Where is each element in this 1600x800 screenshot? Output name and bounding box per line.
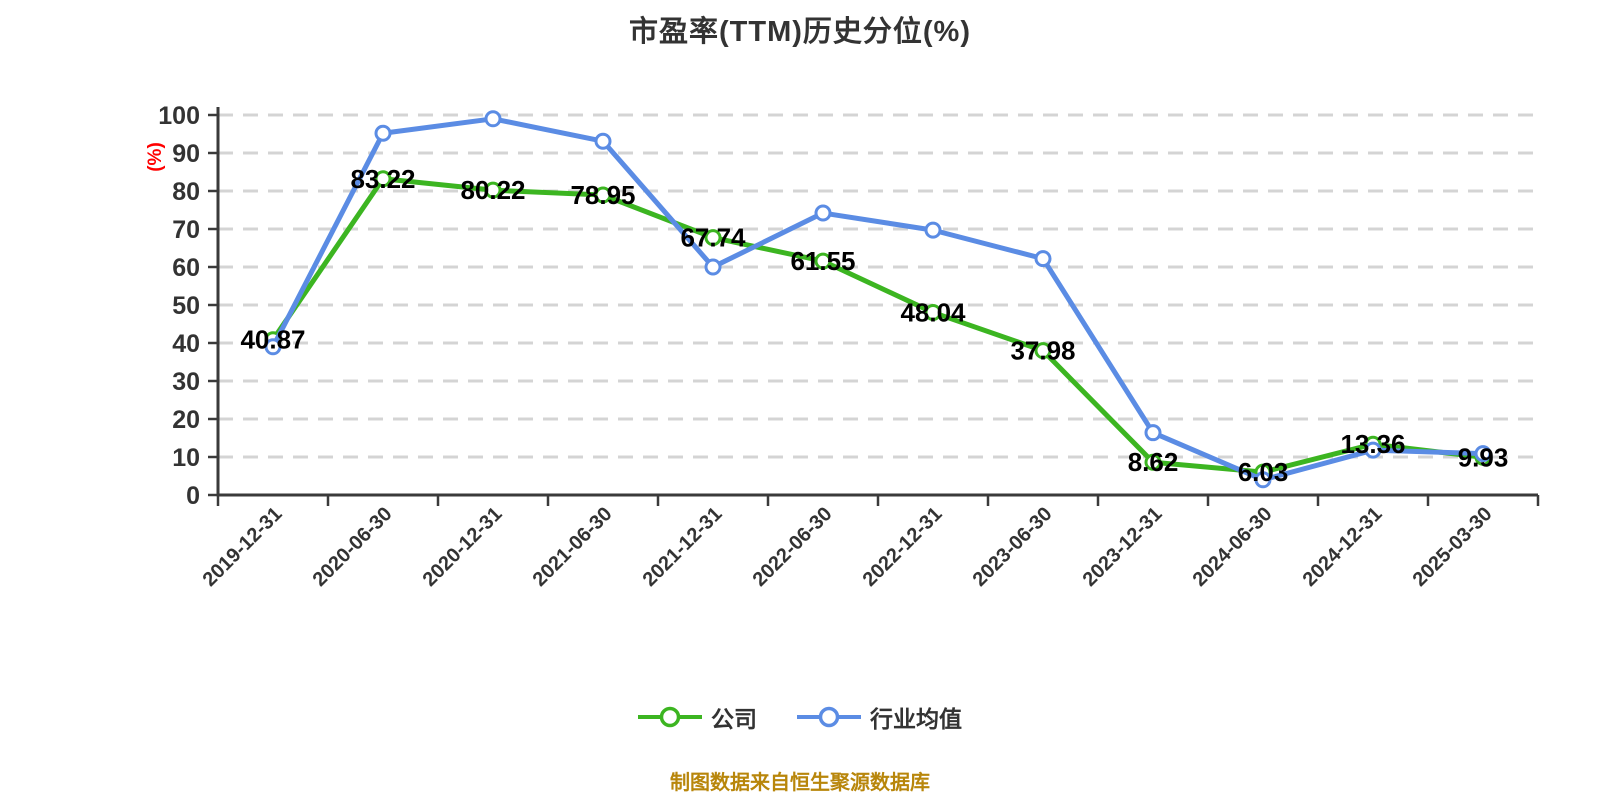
data-point-industry-average[interactable] <box>924 221 942 239</box>
x-tick-label: 2024-12-31 <box>1299 503 1387 591</box>
x-tick-label: 2022-12-31 <box>859 503 947 591</box>
legend-line-marker-company-icon <box>638 706 702 728</box>
chart-title: 市盈率(TTM)历史分位(%) <box>628 16 971 48</box>
data-point-company[interactable] <box>1034 342 1052 360</box>
series-line-company <box>270 176 1486 475</box>
x-tick-label: 2022-06-30 <box>749 503 837 591</box>
data-point-label: 67.74 <box>680 223 746 253</box>
data-point-label: 78.95 <box>570 180 635 210</box>
data-point-industry-average[interactable] <box>264 338 282 356</box>
data-point-industry-average[interactable] <box>594 132 612 150</box>
y-tick-label: 40 <box>172 330 200 358</box>
x-tick-label: 2023-12-31 <box>1079 503 1167 591</box>
data-point-company[interactable] <box>1144 453 1162 471</box>
y-tick-label: 100 <box>158 102 200 130</box>
data-point-label: 37.98 <box>1010 336 1075 366</box>
x-tick-label: 2020-12-31 <box>419 503 507 591</box>
legend-item-industry-average[interactable]: 行业均值 <box>797 700 962 734</box>
data-point-industry-average[interactable] <box>1254 471 1272 489</box>
data-point-company[interactable] <box>374 170 392 188</box>
y-tick-label: 60 <box>172 254 200 282</box>
data-point-label: 6.03 <box>1238 457 1289 487</box>
y-tick-label: 0 <box>186 482 200 510</box>
x-tick-label: 2025-03-30 <box>1409 503 1497 591</box>
data-point-industry-average[interactable] <box>1364 441 1382 459</box>
data-point-label: 13.36 <box>1340 429 1405 459</box>
data-point-company[interactable] <box>704 229 722 247</box>
data-point-label: 8.62 <box>1128 447 1179 477</box>
y-tick-label: 50 <box>172 292 200 320</box>
data-point-label: 80.22 <box>460 175 525 205</box>
legend: 公司 行业均值 <box>0 700 1600 734</box>
x-tick-label: 2021-06-30 <box>529 503 617 591</box>
data-point-company[interactable] <box>924 303 942 321</box>
y-tick-label: 10 <box>172 444 200 472</box>
y-tick-label: 90 <box>172 140 200 168</box>
legend-line-marker-industry-icon <box>797 706 861 728</box>
x-tick-label: 2020-06-30 <box>309 503 397 591</box>
legend-label-industry-average: 行业均值 <box>870 706 962 732</box>
data-point-label: 40.87 <box>240 325 305 355</box>
y-tick-label: 30 <box>172 368 200 396</box>
data-point-industry-average[interactable] <box>1474 445 1492 463</box>
data-point-label: 9.93 <box>1458 442 1509 472</box>
data-point-industry-average[interactable] <box>1034 250 1052 268</box>
y-tick-label: 70 <box>172 216 200 244</box>
data-point-industry-average[interactable] <box>814 204 832 222</box>
series-line-industry-average <box>270 116 1486 483</box>
y-tick-label: 80 <box>172 178 200 206</box>
x-tick-label: 2024-06-30 <box>1189 503 1277 591</box>
legend-label-company: 公司 <box>711 706 757 732</box>
data-point-label: 48.04 <box>900 297 966 327</box>
data-point-label: 83.22 <box>350 164 415 194</box>
x-tick-label: 2019-12-31 <box>199 503 287 591</box>
data-point-industry-average[interactable] <box>704 258 722 276</box>
data-point-industry-average[interactable] <box>484 110 502 128</box>
legend-item-company[interactable]: 公司 <box>638 700 757 734</box>
data-point-company[interactable] <box>484 181 502 199</box>
data-point-label: 61.55 <box>790 246 855 276</box>
data-point-industry-average[interactable] <box>1144 424 1162 442</box>
data-point-industry-average[interactable] <box>374 124 392 142</box>
data-point-company[interactable] <box>814 252 832 270</box>
x-tick-label: 2021-12-31 <box>639 503 727 591</box>
data-source-caption: 制图数据来自恒生聚源数据库 <box>670 772 930 794</box>
data-point-company[interactable] <box>594 186 612 204</box>
y-tick-label: 20 <box>172 406 200 434</box>
x-tick-label: 2023-06-30 <box>969 503 1057 591</box>
